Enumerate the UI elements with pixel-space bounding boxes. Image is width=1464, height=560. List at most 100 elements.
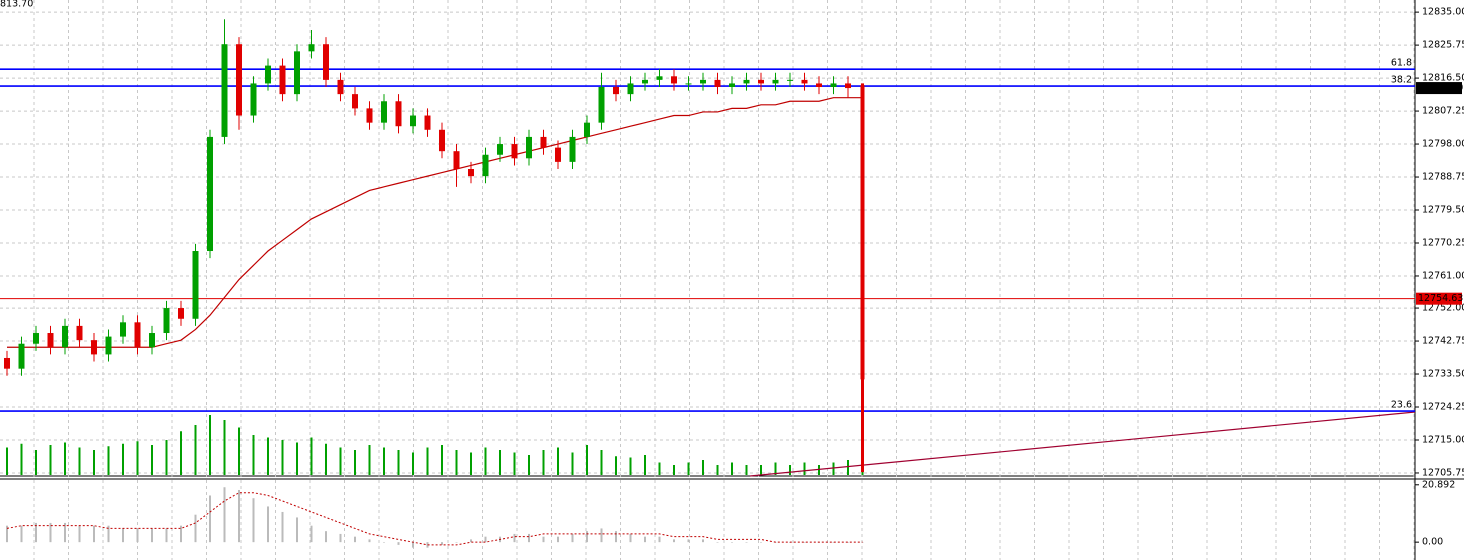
volume-bar (426, 447, 429, 475)
candle-body (555, 147, 561, 162)
volume-bar (586, 445, 588, 475)
histogram-bar (629, 533, 632, 543)
histogram-bar (93, 525, 95, 543)
histogram-bar (296, 517, 298, 543)
volume-bar (281, 440, 284, 475)
histogram-bar (847, 542, 849, 543)
volume-bar (354, 450, 356, 475)
histogram-bar (354, 536, 356, 543)
volume-bar (528, 455, 530, 475)
volume-trend (749, 411, 1416, 477)
candle-body (33, 333, 39, 344)
volume-bar (702, 460, 704, 475)
volume-bar (136, 441, 139, 475)
candle-body (540, 136, 547, 148)
histogram-bar (368, 539, 371, 543)
candle-body (265, 65, 271, 84)
fib-label: 61.8 (1391, 58, 1412, 69)
histogram-bar (513, 533, 516, 543)
histogram-bar (673, 539, 675, 543)
histogram-bar (6, 525, 8, 543)
volume-bar (93, 450, 95, 475)
volume-bar (310, 437, 313, 475)
candle-body (743, 79, 750, 84)
candle-body (294, 51, 300, 95)
volume-bar (107, 446, 110, 475)
candle-body (627, 83, 634, 95)
y-tick-label: 12742.75 (1422, 336, 1464, 347)
y-tick-label: 12752.00 (1422, 303, 1464, 314)
y-tick-label: 12807.25 (1422, 106, 1464, 117)
y-tick-label: 12835.00 (1422, 7, 1464, 18)
candle-body (845, 83, 851, 89)
candle-body (178, 308, 184, 319)
y-tick-label: 12798.00 (1422, 139, 1464, 150)
candle-body (91, 340, 97, 355)
volume-bar (470, 452, 472, 475)
candle-body (787, 79, 793, 81)
volume-bar (238, 427, 240, 475)
volume-bar (368, 445, 371, 475)
candle-body (424, 115, 431, 130)
volume-bar (629, 457, 632, 475)
candle-body (279, 65, 286, 95)
histogram-bar (426, 542, 429, 548)
histogram-bar (455, 542, 458, 543)
histogram-bar (136, 528, 139, 543)
histogram-bar (151, 528, 153, 543)
volume-bar (151, 445, 153, 475)
volume-bar (687, 462, 690, 475)
volume-bar (484, 447, 487, 475)
volume-bar (745, 465, 748, 475)
candle-body (163, 308, 170, 334)
volume-bar (339, 447, 342, 475)
volume-bar (455, 450, 458, 475)
candle-body (381, 101, 387, 123)
histogram-bar (542, 536, 545, 543)
histogram-bar (165, 528, 168, 543)
candle-body (149, 333, 155, 348)
candle-body (642, 79, 648, 84)
candle-body (598, 86, 605, 123)
corner-text: 813.70 (0, 0, 33, 10)
volume-bar (122, 443, 124, 475)
histogram-bar (528, 533, 530, 543)
histogram-bar (223, 487, 226, 543)
histogram-bar (832, 542, 835, 543)
volume-bar (644, 455, 646, 475)
y-tick-label: 0.00 (1422, 537, 1443, 548)
candle-body (120, 322, 126, 337)
price-marker (1416, 82, 1462, 95)
candle-body (511, 144, 518, 159)
volume-bar (789, 465, 791, 475)
candle-body (207, 136, 213, 252)
y-tick-label: 12816.50 (1422, 73, 1464, 84)
histogram-bar (731, 542, 733, 543)
histogram-bar (209, 495, 211, 543)
candle-body (47, 333, 54, 348)
histogram-bar (716, 542, 719, 543)
candle-body (468, 169, 474, 177)
candle-body (772, 79, 779, 84)
volume-bar (774, 462, 777, 475)
volume-bar (209, 415, 211, 475)
candle-body (134, 322, 141, 348)
candle-body (366, 108, 373, 123)
histogram-bar (252, 498, 255, 543)
volume-bar (441, 445, 443, 475)
volume-bar (383, 447, 385, 475)
candle-body (410, 115, 416, 127)
volume-bar (600, 450, 603, 475)
candle-body (18, 343, 25, 369)
volume-bar (557, 447, 559, 475)
histogram-bar (644, 536, 646, 543)
volume-bar (673, 465, 675, 475)
volume-bar (499, 450, 501, 475)
volume-bar (6, 447, 8, 475)
candle-body (860, 85, 865, 380)
candle-body (801, 79, 808, 84)
candle-body (395, 101, 402, 127)
volume-bar (716, 465, 719, 475)
candle-body (352, 94, 358, 109)
